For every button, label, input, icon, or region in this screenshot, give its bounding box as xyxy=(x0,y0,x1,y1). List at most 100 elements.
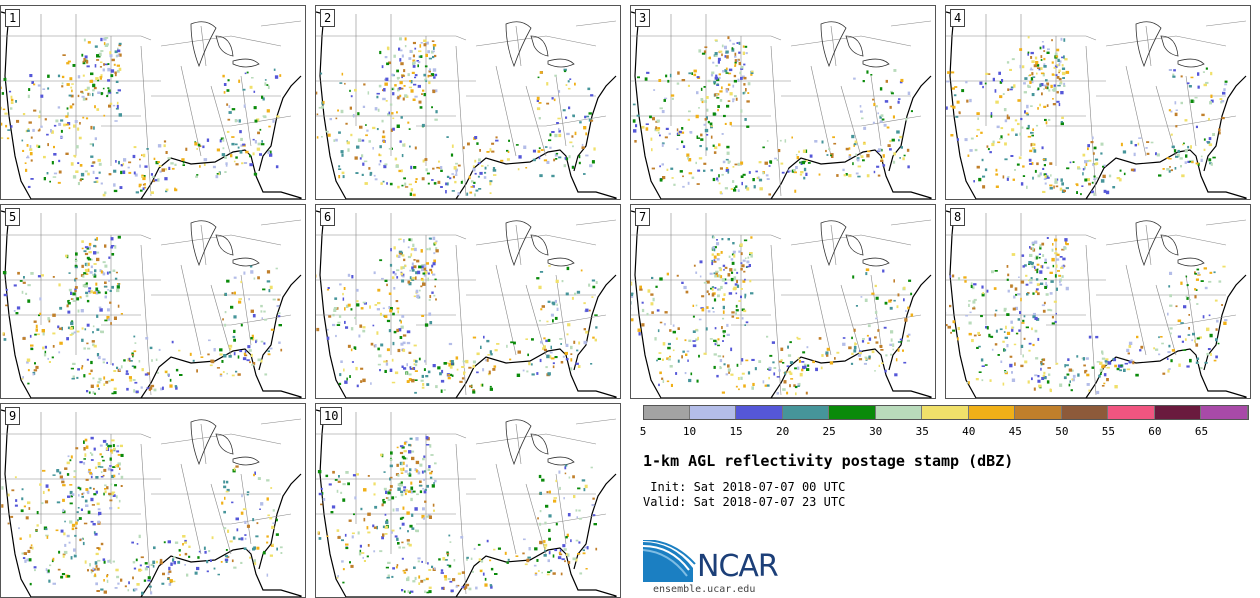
reflectivity-cell xyxy=(571,135,573,137)
reflectivity-cell xyxy=(419,481,422,484)
reflectivity-cell xyxy=(553,366,555,369)
reflectivity-cell xyxy=(1169,69,1172,71)
reflectivity-cell xyxy=(5,305,8,307)
reflectivity-cell xyxy=(718,61,720,64)
reflectivity-cell xyxy=(701,88,703,91)
reflectivity-cell xyxy=(1044,278,1047,280)
reflectivity-cell xyxy=(432,56,434,58)
reflectivity-cell xyxy=(1043,159,1045,161)
reflectivity-cell xyxy=(540,341,543,344)
reflectivity-cell xyxy=(280,349,282,352)
reflectivity-cell xyxy=(893,115,895,118)
reflectivity-cell xyxy=(95,137,97,140)
reflectivity-cell xyxy=(144,580,146,582)
reflectivity-cell xyxy=(276,115,279,117)
reflectivity-cell xyxy=(430,454,433,456)
reflectivity-cell xyxy=(1010,284,1013,287)
reflectivity-cell xyxy=(1034,241,1037,244)
reflectivity-cell xyxy=(224,171,226,173)
reflectivity-cell xyxy=(88,287,91,289)
reflectivity-cell xyxy=(1057,59,1059,62)
legend-swatch xyxy=(643,405,690,419)
reflectivity-cell xyxy=(852,275,854,278)
reflectivity-cell xyxy=(225,311,227,313)
reflectivity-cell xyxy=(576,350,578,352)
reflectivity-cell xyxy=(438,181,441,184)
reflectivity-cell xyxy=(120,186,123,189)
reflectivity-cell xyxy=(337,322,340,324)
reflectivity-cell xyxy=(565,157,567,160)
reflectivity-cell xyxy=(685,339,687,341)
reflectivity-cell xyxy=(656,360,658,362)
reflectivity-cell xyxy=(78,507,80,509)
reflectivity-cell xyxy=(702,53,705,55)
reflectivity-cell xyxy=(428,465,430,468)
reflectivity-cell xyxy=(543,540,545,543)
reflectivity-cell xyxy=(1057,85,1060,87)
reflectivity-cell xyxy=(704,353,707,355)
reflectivity-cell xyxy=(367,526,369,529)
reflectivity-cell xyxy=(113,448,115,451)
reflectivity-cell xyxy=(546,103,549,105)
reflectivity-cell xyxy=(714,275,717,277)
reflectivity-cell xyxy=(151,359,153,362)
reflectivity-cell xyxy=(338,165,340,167)
reflectivity-cell xyxy=(416,295,419,299)
reflectivity-cell xyxy=(723,333,725,335)
reflectivity-cell xyxy=(766,336,768,338)
reflectivity-cell xyxy=(384,488,387,490)
reflectivity-cell xyxy=(875,311,877,314)
reflectivity-cell xyxy=(253,546,256,549)
reflectivity-cell xyxy=(688,72,691,74)
reflectivity-cell xyxy=(415,181,417,183)
reflectivity-cell xyxy=(740,377,742,380)
reflectivity-cell xyxy=(745,258,747,260)
reflectivity-cell xyxy=(714,366,716,369)
reflectivity-cell xyxy=(726,159,729,161)
reflectivity-cell xyxy=(768,369,770,371)
reflectivity-cell xyxy=(1158,174,1161,176)
reflectivity-cell xyxy=(736,305,738,308)
state-border xyxy=(1086,245,1096,395)
reflectivity-cell xyxy=(22,488,24,490)
reflectivity-cell xyxy=(401,315,404,318)
reflectivity-cell xyxy=(220,375,223,377)
reflectivity-cell xyxy=(59,472,61,475)
reflectivity-cell xyxy=(739,42,741,45)
reflectivity-cell xyxy=(386,363,388,366)
reflectivity-cell xyxy=(904,155,906,157)
reflectivity-cell xyxy=(77,162,79,164)
reflectivity-cell xyxy=(97,521,100,524)
reflectivity-cell xyxy=(413,259,415,261)
reflectivity-cell xyxy=(1035,61,1038,64)
reflectivity-cell xyxy=(1114,365,1117,368)
reflectivity-cell xyxy=(1066,243,1069,245)
reflectivity-cell xyxy=(701,295,704,297)
reflectivity-cell xyxy=(338,481,341,483)
reflectivity-cell xyxy=(174,189,177,192)
reflectivity-cell xyxy=(863,143,866,145)
reflectivity-cell xyxy=(67,112,69,115)
reflectivity-cell xyxy=(358,139,361,143)
reflectivity-cell xyxy=(585,309,588,312)
reflectivity-cell xyxy=(53,276,55,278)
reflectivity-cell xyxy=(1123,150,1126,153)
reflectivity-cell xyxy=(420,55,422,58)
reflectivity-cell xyxy=(104,192,106,195)
reflectivity-cell xyxy=(732,316,735,318)
reflectivity-cell xyxy=(350,565,353,568)
reflectivity-cell xyxy=(221,561,223,563)
reflectivity-cell xyxy=(182,543,184,546)
reflectivity-cell xyxy=(1037,338,1039,341)
reflectivity-cell xyxy=(133,379,136,381)
reflectivity-cell xyxy=(251,354,253,357)
reflectivity-cell xyxy=(395,496,397,498)
reflectivity-cell xyxy=(832,136,835,138)
reflectivity-cell xyxy=(814,140,817,143)
reflectivity-cell xyxy=(384,83,388,86)
reflectivity-cell xyxy=(152,176,155,178)
site-url[interactable]: ensemble.ucar.edu xyxy=(653,584,755,595)
reflectivity-cell xyxy=(223,354,226,358)
reflectivity-cell xyxy=(90,73,93,76)
reflectivity-cell xyxy=(851,353,853,355)
